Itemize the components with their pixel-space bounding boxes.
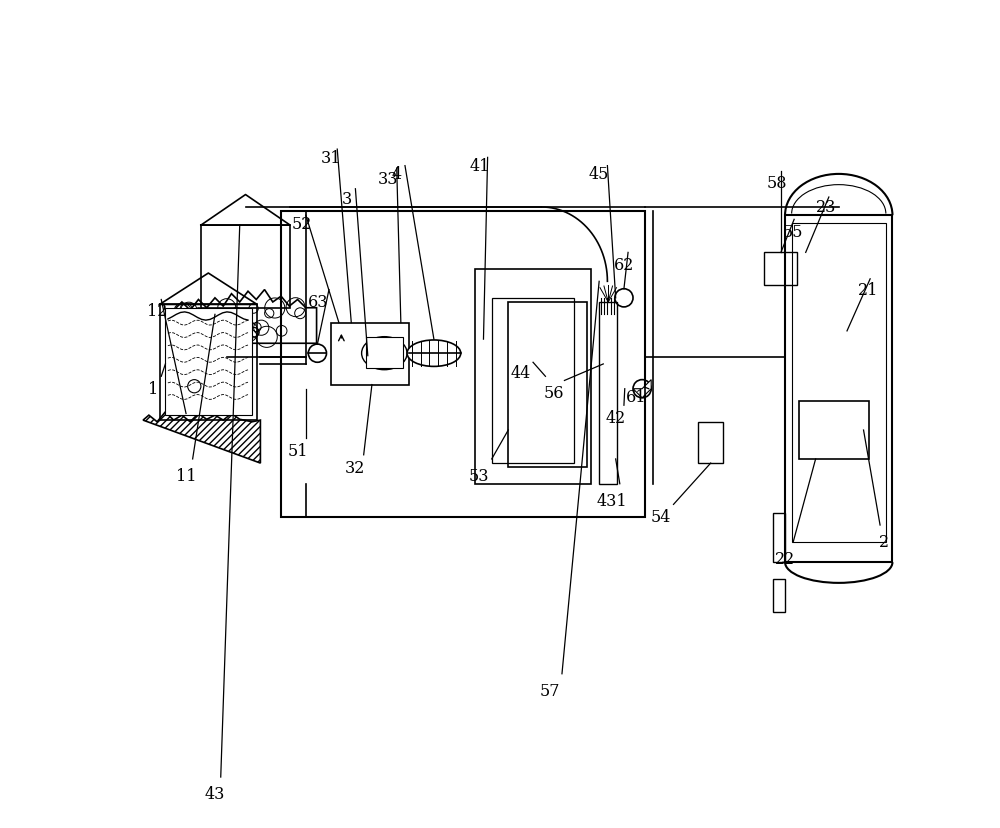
Text: 51: 51 <box>287 443 308 460</box>
Bar <box>792 224 886 542</box>
Bar <box>773 579 785 612</box>
Bar <box>698 422 723 464</box>
Bar <box>366 337 403 368</box>
Bar <box>764 253 797 286</box>
Bar <box>599 302 617 484</box>
Bar <box>492 298 574 464</box>
Text: 11: 11 <box>176 467 196 484</box>
Text: 53: 53 <box>469 467 490 484</box>
Text: 4: 4 <box>392 166 402 183</box>
Text: 63: 63 <box>308 294 328 311</box>
Text: 55: 55 <box>783 224 804 241</box>
Ellipse shape <box>362 337 407 370</box>
Text: 42: 42 <box>606 410 626 426</box>
Text: 23: 23 <box>816 200 837 216</box>
Text: 2: 2 <box>879 533 889 551</box>
Text: 22: 22 <box>775 550 795 567</box>
Text: 32: 32 <box>345 460 366 476</box>
Text: 21: 21 <box>857 282 878 299</box>
Text: 54: 54 <box>651 508 671 526</box>
Text: 431: 431 <box>596 492 627 509</box>
Text: 58: 58 <box>767 175 787 191</box>
Bar <box>331 323 409 385</box>
Text: 1: 1 <box>148 381 158 397</box>
Polygon shape <box>633 380 651 398</box>
Text: 12: 12 <box>147 302 167 320</box>
Bar <box>799 402 869 460</box>
Bar <box>508 302 587 468</box>
Bar <box>201 226 290 308</box>
Bar <box>165 308 252 416</box>
Text: 62: 62 <box>614 257 634 274</box>
Text: 41: 41 <box>469 158 490 175</box>
Text: 31: 31 <box>320 150 341 166</box>
Text: 57: 57 <box>539 682 560 699</box>
Bar <box>281 212 645 518</box>
Bar <box>160 305 257 421</box>
Text: 56: 56 <box>543 385 564 402</box>
Text: 43: 43 <box>205 785 225 802</box>
Bar <box>773 513 785 562</box>
Text: 45: 45 <box>589 166 609 183</box>
Bar <box>475 270 591 484</box>
Text: 52: 52 <box>292 216 312 233</box>
Text: 61: 61 <box>626 389 647 406</box>
Text: 3: 3 <box>342 191 352 208</box>
Text: 33: 33 <box>378 171 399 187</box>
Ellipse shape <box>407 340 461 367</box>
Bar <box>785 216 892 562</box>
Text: 44: 44 <box>511 364 531 381</box>
